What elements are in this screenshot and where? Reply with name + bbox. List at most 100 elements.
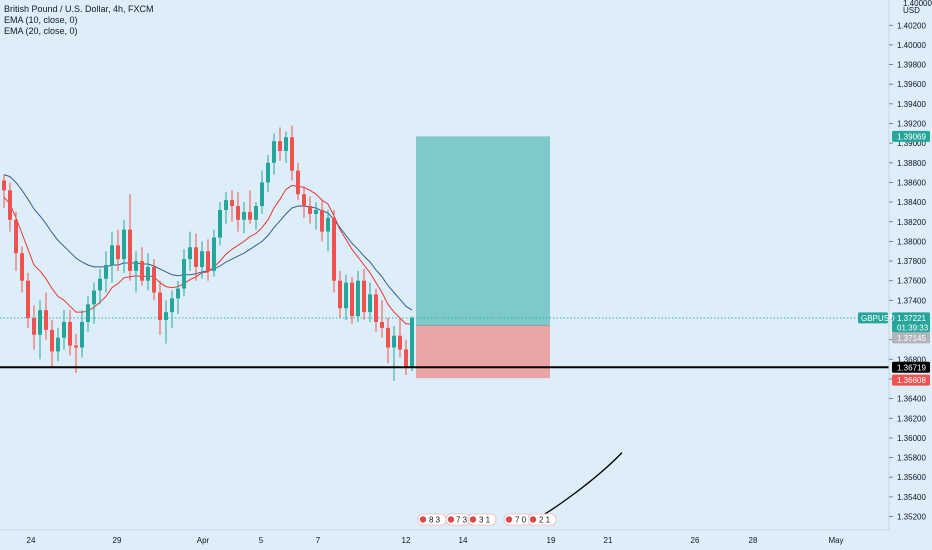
candle[interactable] [284,131,288,163]
candle[interactable] [140,247,144,286]
stop-loss-tag[interactable]: 1.36608 [892,374,930,386]
candle-body [356,280,360,317]
candle[interactable] [122,219,126,273]
price-axis[interactable] [889,0,932,550]
candle[interactable] [80,310,84,358]
candle[interactable] [410,316,414,372]
candle[interactable] [38,300,42,360]
event-marker[interactable]: 8 3 7 3 [417,513,471,526]
take-profit-tag[interactable]: 1.39069 [892,130,930,142]
countdown-text: 01:39:33 [897,323,929,332]
candle[interactable] [320,200,324,242]
candle[interactable] [314,202,318,230]
candle[interactable] [134,251,138,293]
candle[interactable] [380,300,384,338]
candle[interactable] [236,192,240,232]
level-tag[interactable]: 1.36719 [892,361,930,373]
candle-body [386,327,390,348]
candle[interactable] [272,133,276,175]
profit-zone[interactable] [416,136,550,326]
candle[interactable] [20,246,24,293]
candle-body [290,137,294,171]
candle[interactable] [104,251,108,293]
candle[interactable] [242,202,246,234]
candle[interactable] [110,231,114,283]
candle[interactable] [14,211,18,271]
candle[interactable] [194,233,198,281]
candle[interactable] [68,310,72,356]
candle[interactable] [158,280,162,335]
candle[interactable] [386,318,390,364]
candle[interactable] [44,292,48,340]
candle[interactable] [182,249,186,297]
candle[interactable] [224,192,228,224]
ema-slow-legend[interactable]: EMA (20, close, 0) [4,26,78,36]
flag-icon [447,516,455,523]
candle[interactable] [50,320,54,368]
symbol-tag-bg [858,312,888,324]
candle[interactable] [356,270,360,322]
candle[interactable] [212,229,216,277]
candle[interactable] [62,310,66,350]
candle[interactable] [32,305,36,350]
candle[interactable] [374,288,378,332]
take-profit-tag-text: 1.39069 [897,132,926,141]
candle[interactable] [116,229,120,271]
candle-body [14,219,18,254]
candle[interactable] [296,162,300,201]
candle[interactable] [302,186,306,218]
candle-body [272,141,276,163]
candle[interactable] [92,282,96,324]
candle[interactable] [392,325,396,381]
candle[interactable] [86,296,90,332]
candle[interactable] [326,209,330,252]
candle[interactable] [206,239,210,281]
candle-body [230,200,234,207]
candle[interactable] [350,276,354,324]
event-marker[interactable]: 3 1 [467,513,497,526]
y-tick-label: 1.39800 [897,61,926,70]
candle[interactable] [230,190,234,222]
candle-body [362,280,366,313]
candle[interactable] [368,282,372,322]
candle[interactable] [266,154,270,193]
candle[interactable] [98,268,102,305]
candle[interactable] [146,253,150,291]
candle-body [212,237,216,271]
candle[interactable] [362,268,366,320]
candle[interactable] [398,318,402,358]
previous-price-tag[interactable]: 1.37145 [892,332,930,344]
candle[interactable] [56,327,60,362]
candle[interactable] [332,209,336,293]
candle[interactable] [278,127,282,161]
y-tick-label: 1.35200 [897,513,926,522]
candle[interactable] [188,231,192,271]
candle[interactable] [128,194,132,281]
candle[interactable] [176,280,180,315]
candle[interactable] [248,190,252,224]
candle[interactable] [218,202,222,246]
candle[interactable] [164,300,168,344]
candle-body [344,282,348,309]
candle[interactable] [26,272,30,328]
candle[interactable] [200,241,204,279]
candle[interactable] [170,290,174,328]
ema-fast-legend[interactable]: EMA (10, close, 0) [4,15,78,25]
loss-zone[interactable] [416,325,550,379]
candle[interactable] [404,339,408,376]
symbol-tag[interactable]: GBPUSD [858,312,895,324]
candle[interactable] [8,182,12,232]
candle[interactable] [338,270,342,319]
candle[interactable] [290,125,294,181]
candle[interactable] [308,196,312,224]
candle[interactable] [2,174,6,208]
candle[interactable] [152,259,156,301]
candle[interactable] [344,274,348,320]
event-marker[interactable]: 2 1 [527,513,557,526]
symbol-title: British Pound / U.S. Dollar, 4h, FXCM [4,4,154,14]
candle[interactable] [260,170,264,214]
candle[interactable] [254,202,258,230]
